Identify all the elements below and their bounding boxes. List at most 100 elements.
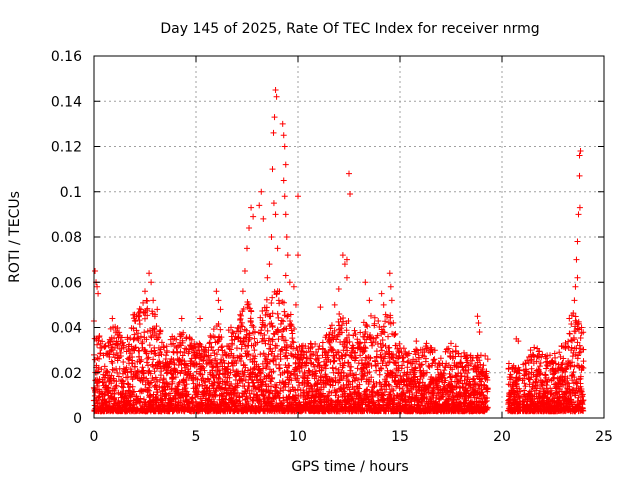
data-point xyxy=(236,397,243,404)
data-point xyxy=(228,381,235,388)
data-point xyxy=(283,352,290,359)
data-point xyxy=(249,370,256,377)
data-point xyxy=(268,300,275,307)
data-point xyxy=(146,393,153,400)
data-point xyxy=(269,294,276,301)
data-point xyxy=(211,398,218,405)
data-point xyxy=(130,325,137,332)
data-point xyxy=(206,340,213,347)
data-points xyxy=(90,86,587,415)
data-point xyxy=(441,367,448,374)
data-point xyxy=(108,372,115,379)
data-point xyxy=(128,368,135,375)
data-point xyxy=(227,324,234,331)
data-point xyxy=(307,355,314,362)
data-point xyxy=(179,339,186,346)
data-point xyxy=(210,326,217,333)
data-point xyxy=(239,378,246,385)
data-point xyxy=(144,312,151,319)
data-point xyxy=(174,369,181,376)
data-point xyxy=(266,390,273,397)
data-point xyxy=(96,355,103,362)
data-point xyxy=(95,368,102,375)
data-point xyxy=(145,362,152,369)
data-point xyxy=(201,367,208,374)
data-point xyxy=(226,374,233,381)
data-point xyxy=(169,371,176,378)
data-point xyxy=(191,340,198,347)
data-point xyxy=(118,334,125,341)
data-point xyxy=(265,351,272,358)
data-point xyxy=(196,381,203,388)
data-point xyxy=(129,391,136,398)
data-point xyxy=(141,309,148,316)
data-point xyxy=(155,334,162,341)
data-point xyxy=(96,393,103,400)
data-point xyxy=(260,365,267,372)
data-point xyxy=(364,323,371,330)
data-point xyxy=(247,315,254,322)
data-point xyxy=(134,335,141,342)
data-point xyxy=(244,348,251,355)
data-point xyxy=(107,338,114,345)
data-point xyxy=(266,358,273,365)
data-point xyxy=(147,380,154,387)
data-point xyxy=(237,328,244,335)
data-point xyxy=(170,357,177,364)
data-point xyxy=(102,390,109,397)
data-point xyxy=(531,344,538,351)
data-point xyxy=(163,352,170,359)
data-point xyxy=(285,387,292,394)
data-point xyxy=(534,352,541,359)
data-point xyxy=(132,344,139,351)
data-point xyxy=(221,360,228,367)
data-point xyxy=(131,388,138,395)
data-point xyxy=(152,350,159,357)
data-point xyxy=(319,339,326,346)
data-point xyxy=(151,368,158,375)
data-point xyxy=(175,362,182,369)
data-point xyxy=(248,387,255,394)
data-point xyxy=(98,344,105,351)
data-point xyxy=(231,336,238,343)
data-point xyxy=(251,347,258,354)
data-point xyxy=(92,387,99,394)
data-point xyxy=(282,379,289,386)
data-point xyxy=(135,337,142,344)
data-point xyxy=(257,314,264,321)
data-point xyxy=(157,346,164,353)
data-point xyxy=(208,343,215,350)
data-point xyxy=(129,360,136,367)
data-point xyxy=(116,329,123,336)
data-point xyxy=(147,370,154,377)
data-point xyxy=(218,344,225,351)
data-point xyxy=(101,363,108,370)
data-point xyxy=(212,388,219,395)
data-point xyxy=(132,363,139,370)
data-point xyxy=(257,370,264,377)
data-point xyxy=(269,348,276,355)
data-point xyxy=(277,355,284,362)
data-point xyxy=(269,310,276,317)
data-point xyxy=(160,376,167,383)
data-point xyxy=(151,347,158,354)
data-point xyxy=(195,388,202,395)
data-point xyxy=(123,364,130,371)
data-point xyxy=(273,381,280,388)
data-point xyxy=(167,390,174,397)
data-point xyxy=(106,376,113,383)
data-point xyxy=(104,368,111,375)
data-point xyxy=(269,374,276,381)
data-point xyxy=(202,379,209,386)
data-point xyxy=(186,348,193,355)
data-point xyxy=(269,336,276,343)
data-point xyxy=(263,307,270,314)
data-point xyxy=(141,315,148,322)
data-point xyxy=(185,391,192,398)
data-point xyxy=(140,367,147,374)
data-point xyxy=(536,363,543,370)
data-point xyxy=(111,335,118,342)
data-point xyxy=(213,351,220,358)
data-point xyxy=(114,341,121,348)
data-point xyxy=(260,392,267,399)
